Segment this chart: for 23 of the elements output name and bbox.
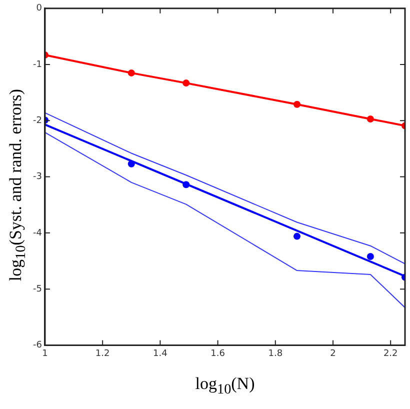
point (128, 160, 135, 168)
y-tick-label: 0 (36, 4, 42, 14)
point (366, 115, 374, 122)
point (182, 80, 190, 87)
point (366, 253, 374, 260)
x-tick-label: 1.4 (153, 348, 168, 359)
point (128, 69, 135, 76)
x-tick-label: 1.2 (95, 348, 110, 359)
x-tick-label: 2.2 (383, 348, 398, 359)
y-tick-label: -3 (32, 172, 42, 182)
x-tick-label: 1 (42, 348, 48, 359)
y-tick-label: -2 (32, 116, 42, 126)
x-axis-title: log$_{10}$(N) (195, 374, 255, 398)
y-tick-label: -6 (32, 340, 42, 351)
point (182, 181, 190, 188)
y-tick-label: -5 (32, 284, 42, 294)
x-tick-label: 1.6 (210, 348, 226, 359)
point (293, 100, 300, 108)
x-tick-label: 1.8 (268, 348, 283, 359)
y-tick-label: -4 (32, 228, 42, 238)
x-tick-label: 2 (330, 348, 336, 359)
point (293, 232, 300, 240)
y-tick-label: -1 (32, 60, 42, 70)
